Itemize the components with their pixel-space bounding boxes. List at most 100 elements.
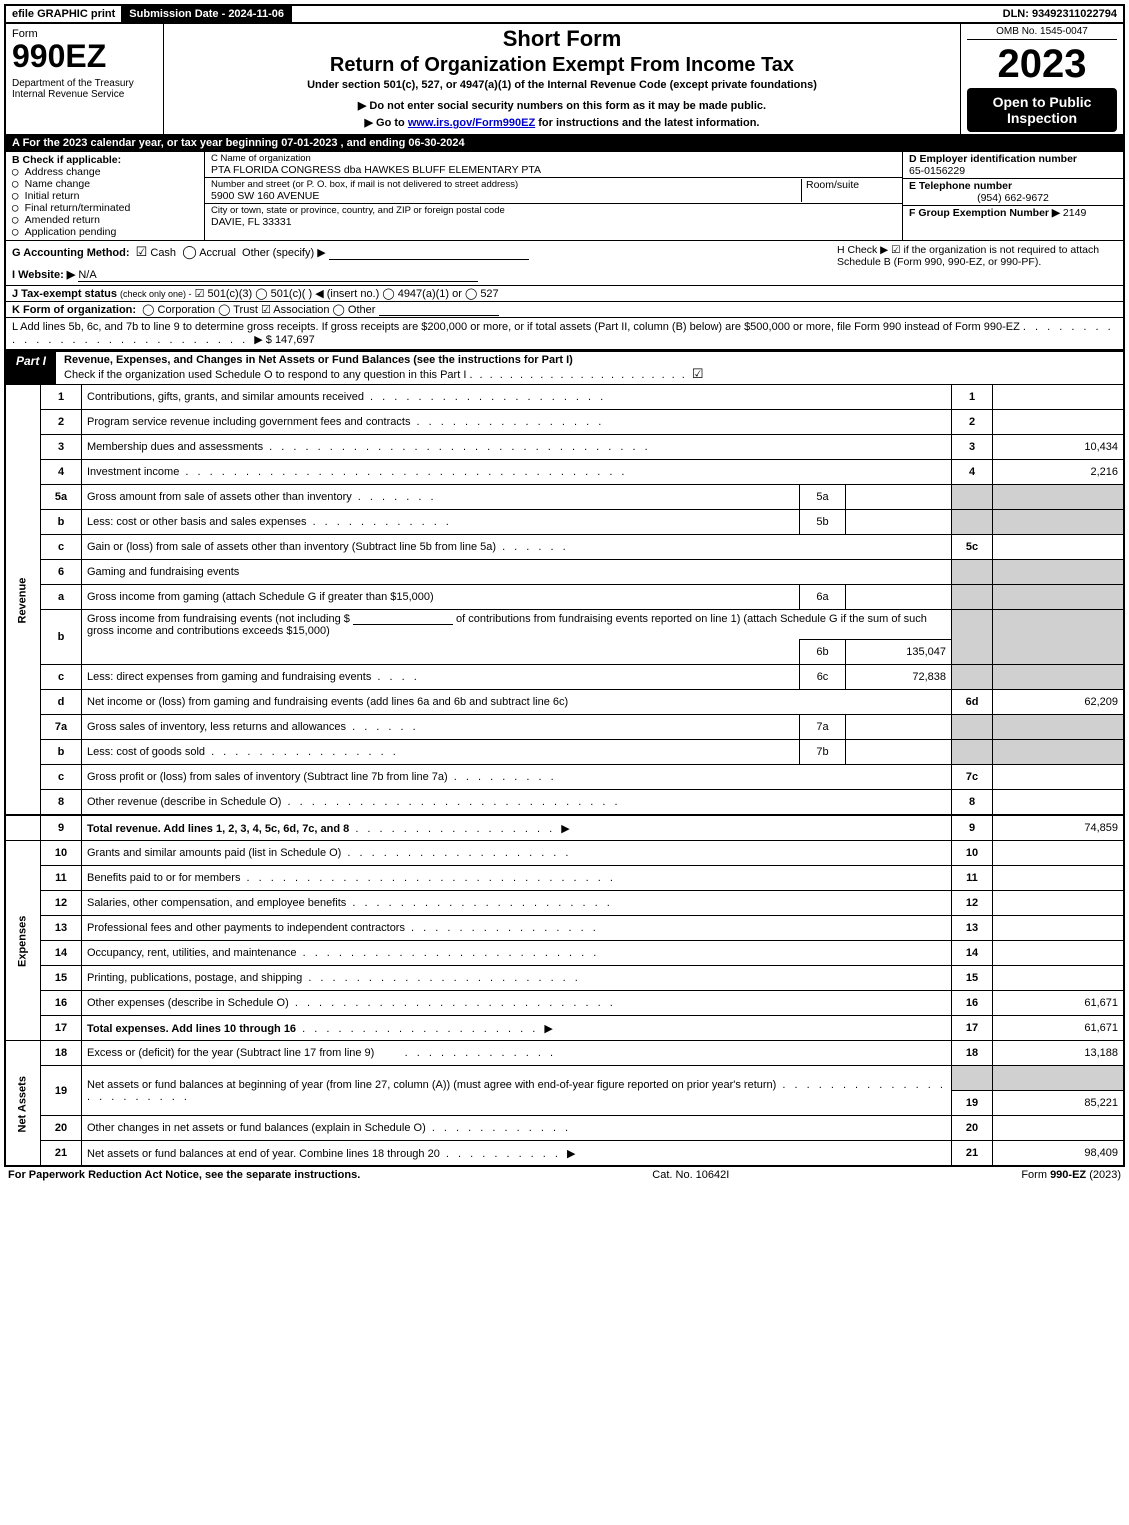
line-h: H Check ▶ ☑ if the organization is not r… bbox=[829, 244, 1117, 282]
row-1-val bbox=[993, 385, 1125, 410]
phone-value: (954) 662-9672 bbox=[909, 192, 1117, 204]
row-12-text: Salaries, other compensation, and employ… bbox=[87, 897, 346, 909]
shade-7b bbox=[952, 740, 993, 765]
chk-final-return[interactable]: ◯ Final return/terminated bbox=[12, 202, 198, 214]
group-exemption-value: 2149 bbox=[1063, 207, 1086, 219]
row-5b-text: Less: cost or other basis and sales expe… bbox=[87, 516, 307, 528]
shade-5a-v bbox=[993, 485, 1125, 510]
row-7b-num: b bbox=[41, 740, 82, 765]
row-14-num: 14 bbox=[41, 941, 82, 966]
shade-7b-v bbox=[993, 740, 1125, 765]
header-left: Form 990EZ Department of the Treasury In… bbox=[6, 24, 164, 134]
row-7c-rn: 7c bbox=[952, 765, 993, 790]
row-10-val bbox=[993, 841, 1125, 866]
k-options[interactable]: ◯ Corporation ◯ Trust ☑ Association ◯ Ot… bbox=[142, 304, 375, 316]
chk-amended-return[interactable]: ◯ Amended return bbox=[12, 214, 198, 226]
form-number: 990EZ bbox=[12, 40, 157, 72]
ein-value: 65-0156229 bbox=[909, 165, 1117, 177]
row-6b-innum: 6b bbox=[800, 640, 846, 665]
shade-6a-v bbox=[993, 585, 1125, 610]
row-6-text: Gaming and fundraising events bbox=[82, 560, 952, 585]
row-12-num: 12 bbox=[41, 891, 82, 916]
row-5b-num: b bbox=[41, 510, 82, 535]
row-9-num: 9 bbox=[41, 815, 82, 841]
dln-label: DLN: 93492311022794 bbox=[292, 6, 1123, 22]
row-15-num: 15 bbox=[41, 966, 82, 991]
tax-year: 2023 bbox=[967, 44, 1117, 84]
j-options[interactable]: ☑ 501(c)(3) ◯ 501(c)( ) ◀ (insert no.) ◯… bbox=[195, 288, 499, 300]
revenue-vertical-label: Revenue bbox=[5, 385, 41, 816]
row-15-rn: 15 bbox=[952, 966, 993, 991]
row-19-rn: 19 bbox=[952, 1091, 993, 1116]
shade-6a bbox=[952, 585, 993, 610]
shade-19-v bbox=[993, 1066, 1125, 1091]
row-6a-text: Gross income from gaming (attach Schedul… bbox=[82, 585, 800, 610]
revenue-corner bbox=[5, 815, 41, 841]
e-label: E Telephone number bbox=[909, 180, 1117, 192]
row-1-rn: 1 bbox=[952, 385, 993, 410]
row-8-val bbox=[993, 790, 1125, 816]
k-other-input[interactable] bbox=[379, 303, 499, 316]
title-short-form: Short Form bbox=[170, 26, 954, 52]
line-g: G Accounting Method: ☑ Cash ◯ Accrual Ot… bbox=[12, 244, 829, 282]
part1-table: Revenue 1 Contributions, gifts, grants, … bbox=[4, 384, 1125, 1167]
form-header: Form 990EZ Department of the Treasury In… bbox=[4, 24, 1125, 136]
row-4-val: 2,216 bbox=[993, 460, 1125, 485]
row-16-num: 16 bbox=[41, 991, 82, 1016]
note-goto: ▶ Go to www.irs.gov/Form990EZ for instru… bbox=[170, 116, 954, 129]
row-3-text: Membership dues and assessments bbox=[87, 441, 263, 453]
row-18-text: Excess or (deficit) for the year (Subtra… bbox=[87, 1047, 374, 1059]
row-g-h: G Accounting Method: ☑ Cash ◯ Accrual Ot… bbox=[4, 241, 1125, 286]
shade-6b-v bbox=[993, 610, 1125, 665]
irs-link[interactable]: www.irs.gov/Form990EZ bbox=[408, 117, 535, 129]
header-right: OMB No. 1545-0047 2023 Open to Public In… bbox=[961, 24, 1123, 134]
expenses-vertical-label: Expenses bbox=[5, 841, 41, 1041]
shade-5b bbox=[952, 510, 993, 535]
row-19-text: Net assets or fund balances at beginning… bbox=[87, 1079, 776, 1091]
row-21-num: 21 bbox=[41, 1141, 82, 1167]
row-10-rn: 10 bbox=[952, 841, 993, 866]
part1-schedule-o-check[interactable]: ☑ bbox=[692, 366, 704, 381]
row-5a-inval bbox=[846, 485, 952, 510]
row-20-val bbox=[993, 1116, 1125, 1141]
row-7b-inval bbox=[846, 740, 952, 765]
chk-application-pending[interactable]: ◯ Application pending bbox=[12, 226, 198, 238]
box-def: D Employer identification number 65-0156… bbox=[903, 152, 1123, 240]
row-6b-blank[interactable] bbox=[353, 612, 453, 625]
row-3-num: 3 bbox=[41, 435, 82, 460]
row-6-num: 6 bbox=[41, 560, 82, 585]
row-6c-innum: 6c bbox=[800, 665, 846, 690]
row-16-rn: 16 bbox=[952, 991, 993, 1016]
k-label: K Form of organization: bbox=[12, 304, 136, 316]
row-5a-text: Gross amount from sale of assets other t… bbox=[87, 491, 352, 503]
row-5b-innum: 5b bbox=[800, 510, 846, 535]
subtitle: Under section 501(c), 527, or 4947(a)(1)… bbox=[170, 79, 954, 91]
l-text: L Add lines 5b, 6c, and 7b to line 9 to … bbox=[12, 321, 1020, 333]
row-1-text: Contributions, gifts, grants, and simila… bbox=[87, 391, 364, 403]
row-21-text: Net assets or fund balances at end of ye… bbox=[87, 1148, 440, 1160]
row-17-val: 61,671 bbox=[993, 1016, 1125, 1041]
chk-initial-return[interactable]: ◯ Initial return bbox=[12, 190, 198, 202]
row-6d-num: d bbox=[41, 690, 82, 715]
chk-address-change[interactable]: ◯ Address change bbox=[12, 166, 198, 178]
row-6d-text: Net income or (loss) from gaming and fun… bbox=[82, 690, 952, 715]
chk-cash[interactable]: ☑ bbox=[136, 244, 148, 259]
row-6b-num: b bbox=[41, 610, 82, 665]
part1-header: Part I Revenue, Expenses, and Changes in… bbox=[4, 351, 1125, 384]
shade-6c bbox=[952, 665, 993, 690]
other-specify-input[interactable] bbox=[329, 247, 529, 260]
row-7b-innum: 7b bbox=[800, 740, 846, 765]
row-j: J Tax-exempt status (check only one) - ☑… bbox=[4, 286, 1125, 302]
box-b: B Check if applicable: ◯ Address change … bbox=[6, 152, 205, 240]
chk-name-change[interactable]: ◯ Name change bbox=[12, 178, 198, 190]
shade-6-v bbox=[993, 560, 1125, 585]
other-label: Other (specify) ▶ bbox=[242, 247, 326, 259]
row-18-rn: 18 bbox=[952, 1041, 993, 1066]
shade-7a bbox=[952, 715, 993, 740]
city-label: City or town, state or province, country… bbox=[211, 205, 896, 216]
row-13-num: 13 bbox=[41, 916, 82, 941]
efile-print-label: efile GRAPHIC print bbox=[6, 6, 123, 22]
footer-right: Form 990-EZ (2023) bbox=[1021, 1169, 1121, 1181]
shade-6c-v bbox=[993, 665, 1125, 690]
chk-accrual[interactable]: ◯ bbox=[182, 244, 197, 259]
